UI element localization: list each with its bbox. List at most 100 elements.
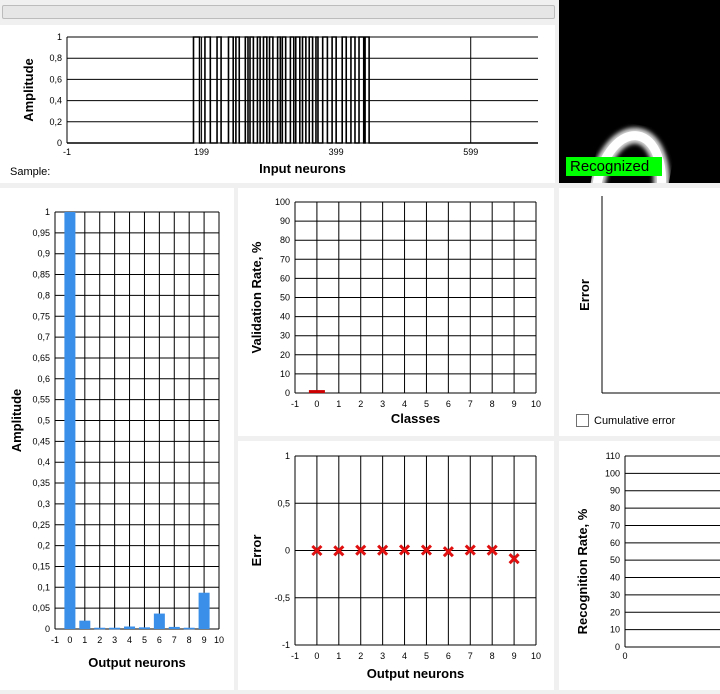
x-tick-label: 9 bbox=[512, 399, 517, 409]
x-tick-label: 1 bbox=[82, 635, 87, 645]
cumulative-error-checkbox[interactable] bbox=[576, 414, 589, 427]
y-axis-label: Recognition Rate, % bbox=[575, 508, 590, 634]
y-tick-label: 0,35 bbox=[32, 478, 50, 488]
y-tick-label: 50 bbox=[610, 555, 620, 565]
error-marker-stroke bbox=[355, 544, 367, 556]
x-tick-label: 1 bbox=[336, 399, 341, 409]
x-tick-label: 9 bbox=[202, 635, 207, 645]
output-bar bbox=[183, 627, 195, 630]
error-marker-stroke bbox=[311, 544, 323, 557]
x-tick-label: 2 bbox=[358, 399, 363, 409]
x-tick-label: 3 bbox=[380, 399, 385, 409]
output-bar bbox=[124, 626, 136, 629]
y-tick-label: 0,85 bbox=[32, 270, 50, 280]
y-tick-label: 0,3 bbox=[37, 499, 50, 509]
y-tick-label: 0,4 bbox=[49, 96, 62, 106]
error-marker-stroke bbox=[442, 546, 454, 558]
output-bar bbox=[198, 592, 210, 629]
y-tick-label: 0,8 bbox=[37, 290, 50, 300]
x-tick-label: 10 bbox=[531, 399, 541, 409]
x-tick-label: 6 bbox=[446, 651, 451, 661]
x-tick-label: 4 bbox=[402, 651, 407, 661]
y-tick-label: 0 bbox=[57, 138, 62, 148]
x-tick-label: 7 bbox=[468, 651, 473, 661]
input-signal-line bbox=[67, 36, 538, 144]
cumulative-error-label: Cumulative error bbox=[594, 414, 676, 427]
y-axis-label: Validation Rate, % bbox=[249, 241, 264, 353]
y-tick-label: 1 bbox=[57, 32, 62, 42]
output-bar bbox=[79, 620, 91, 629]
y-tick-label: 40 bbox=[610, 573, 620, 583]
y-tick-label: 0,15 bbox=[32, 561, 50, 571]
y-axis-label: Amplitude bbox=[9, 389, 24, 453]
error-marker bbox=[508, 553, 520, 565]
x-tick-label: 0 bbox=[314, 399, 319, 409]
y-tick-label: 0,95 bbox=[32, 228, 50, 238]
error-marker-stroke bbox=[377, 544, 389, 556]
input-neurons-chart: -1 199 399 599 0 0,2 0,4 0,6 0,8 1 Input neurons Am… bbox=[21, 32, 538, 176]
y-tick-label: 90 bbox=[610, 486, 620, 496]
cumulative-error-toggle[interactable]: Cumulative error bbox=[576, 414, 675, 427]
y-tick-label: 60 bbox=[610, 538, 620, 548]
x-tick-label: 399 bbox=[329, 147, 344, 157]
x-tick-label: 9 bbox=[512, 651, 517, 661]
y-tick-label: 0,55 bbox=[32, 395, 50, 405]
x-axis-label: Classes bbox=[391, 411, 440, 426]
error-marker-stroke bbox=[486, 544, 498, 556]
y-tick-label: 0,9 bbox=[37, 249, 50, 259]
x-tick-label: 0 bbox=[622, 651, 627, 661]
y-tick-label: 10 bbox=[280, 369, 290, 379]
y-axis-label: Error bbox=[249, 535, 264, 567]
x-axis-label: Input neurons bbox=[259, 161, 346, 176]
x-tick-label: -1 bbox=[291, 399, 299, 409]
output-bar bbox=[153, 613, 165, 629]
y-tick-label: 0,7 bbox=[37, 332, 50, 342]
validation-bar bbox=[308, 390, 325, 394]
error-marker bbox=[377, 544, 389, 556]
x-tick-label: 10 bbox=[531, 651, 541, 661]
y-tick-label: 0,65 bbox=[32, 353, 50, 363]
input-neurons-panel: -1 199 399 599 0 0,2 0,4 0,6 0,8 1 Input neurons Am… bbox=[0, 25, 555, 183]
y-axis-label: Error bbox=[577, 279, 592, 311]
x-axis-label: Output neurons bbox=[88, 655, 186, 670]
x-tick-label: 3 bbox=[380, 651, 385, 661]
recognition-rate-chart: 0 10 20 30 40 50 60 70 80 90 100 110 0 Recognition Ra… bbox=[575, 451, 720, 661]
y-tick-label: -1 bbox=[282, 640, 290, 650]
output-neurons-panel: -1 0 1 2 3 4 5 6 7 8 9 10 0 0,05 0,1 0,15 0,2 0,25 0,3 0,35… bbox=[0, 188, 234, 690]
error-marker bbox=[442, 546, 454, 558]
output-bar bbox=[109, 627, 121, 630]
cumulative-error-panel: Error bbox=[559, 188, 720, 436]
error-marker-stroke bbox=[508, 553, 520, 565]
x-tick-label: 8 bbox=[490, 399, 495, 409]
y-tick-label: 100 bbox=[605, 468, 620, 478]
y-tick-label: 0 bbox=[285, 546, 290, 556]
x-tick-label: 4 bbox=[127, 635, 132, 645]
x-tick-label: 0 bbox=[314, 651, 319, 661]
x-tick-label: 599 bbox=[463, 147, 478, 157]
y-tick-label: 0,5 bbox=[277, 498, 290, 508]
y-tick-label: 80 bbox=[610, 503, 620, 513]
error-marker bbox=[355, 544, 367, 556]
y-tick-label: 0 bbox=[615, 642, 620, 652]
sample-label: Sample: bbox=[10, 166, 51, 178]
error-marker-stroke bbox=[464, 544, 476, 556]
recognized-badge: Recognized bbox=[566, 157, 662, 176]
y-tick-label: 0,75 bbox=[32, 311, 50, 321]
y-tick-label: 80 bbox=[280, 235, 290, 245]
y-tick-label: 0,4 bbox=[37, 457, 50, 467]
output-bar bbox=[94, 627, 106, 630]
training-progress-bar bbox=[2, 5, 555, 19]
y-tick-label: 20 bbox=[280, 350, 290, 360]
y-tick-label: 0,2 bbox=[49, 117, 62, 127]
x-tick-label: 5 bbox=[142, 635, 147, 645]
output-error-chart: -1 0 1 2 3 4 5 6 7 8 9 10 -1 -0,5 0 0,5 1 Output neurons E… bbox=[249, 451, 541, 681]
error-marker bbox=[333, 545, 345, 557]
y-tick-label: 0,6 bbox=[37, 374, 50, 384]
y-tick-label: 30 bbox=[280, 331, 290, 341]
y-axis-label: Amplitude bbox=[21, 58, 36, 122]
x-tick-label: 10 bbox=[214, 635, 224, 645]
y-tick-label: 0,2 bbox=[37, 541, 50, 551]
x-tick-label: 0 bbox=[67, 635, 72, 645]
y-tick-label: 60 bbox=[280, 273, 290, 283]
y-tick-label: 0,5 bbox=[37, 416, 50, 426]
